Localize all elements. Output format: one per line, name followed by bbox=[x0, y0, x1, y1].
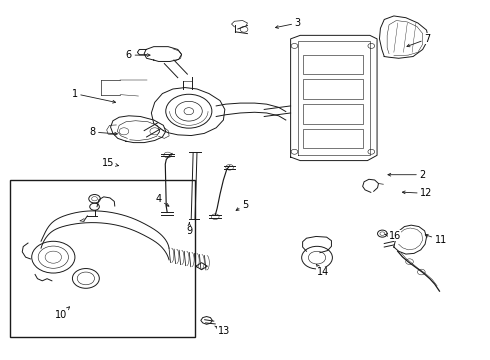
Bar bbox=[303, 80, 363, 99]
Text: 11: 11 bbox=[425, 234, 447, 245]
Text: 14: 14 bbox=[317, 265, 329, 278]
Text: 9: 9 bbox=[186, 223, 193, 236]
Text: 13: 13 bbox=[215, 326, 230, 336]
Bar bbox=[303, 104, 363, 123]
Bar bbox=[303, 55, 363, 74]
Text: 3: 3 bbox=[275, 18, 301, 28]
Text: 4: 4 bbox=[155, 194, 169, 206]
Text: 8: 8 bbox=[89, 127, 118, 137]
Bar bbox=[303, 129, 363, 148]
Text: 2: 2 bbox=[388, 170, 426, 180]
Text: 12: 12 bbox=[402, 188, 433, 198]
Text: 6: 6 bbox=[126, 50, 150, 60]
Bar bbox=[10, 180, 195, 337]
Text: 10: 10 bbox=[55, 307, 70, 320]
Text: 1: 1 bbox=[72, 89, 116, 103]
Text: 15: 15 bbox=[102, 158, 119, 168]
Text: 16: 16 bbox=[385, 231, 401, 241]
Text: 5: 5 bbox=[236, 200, 248, 211]
Text: 7: 7 bbox=[407, 34, 431, 47]
